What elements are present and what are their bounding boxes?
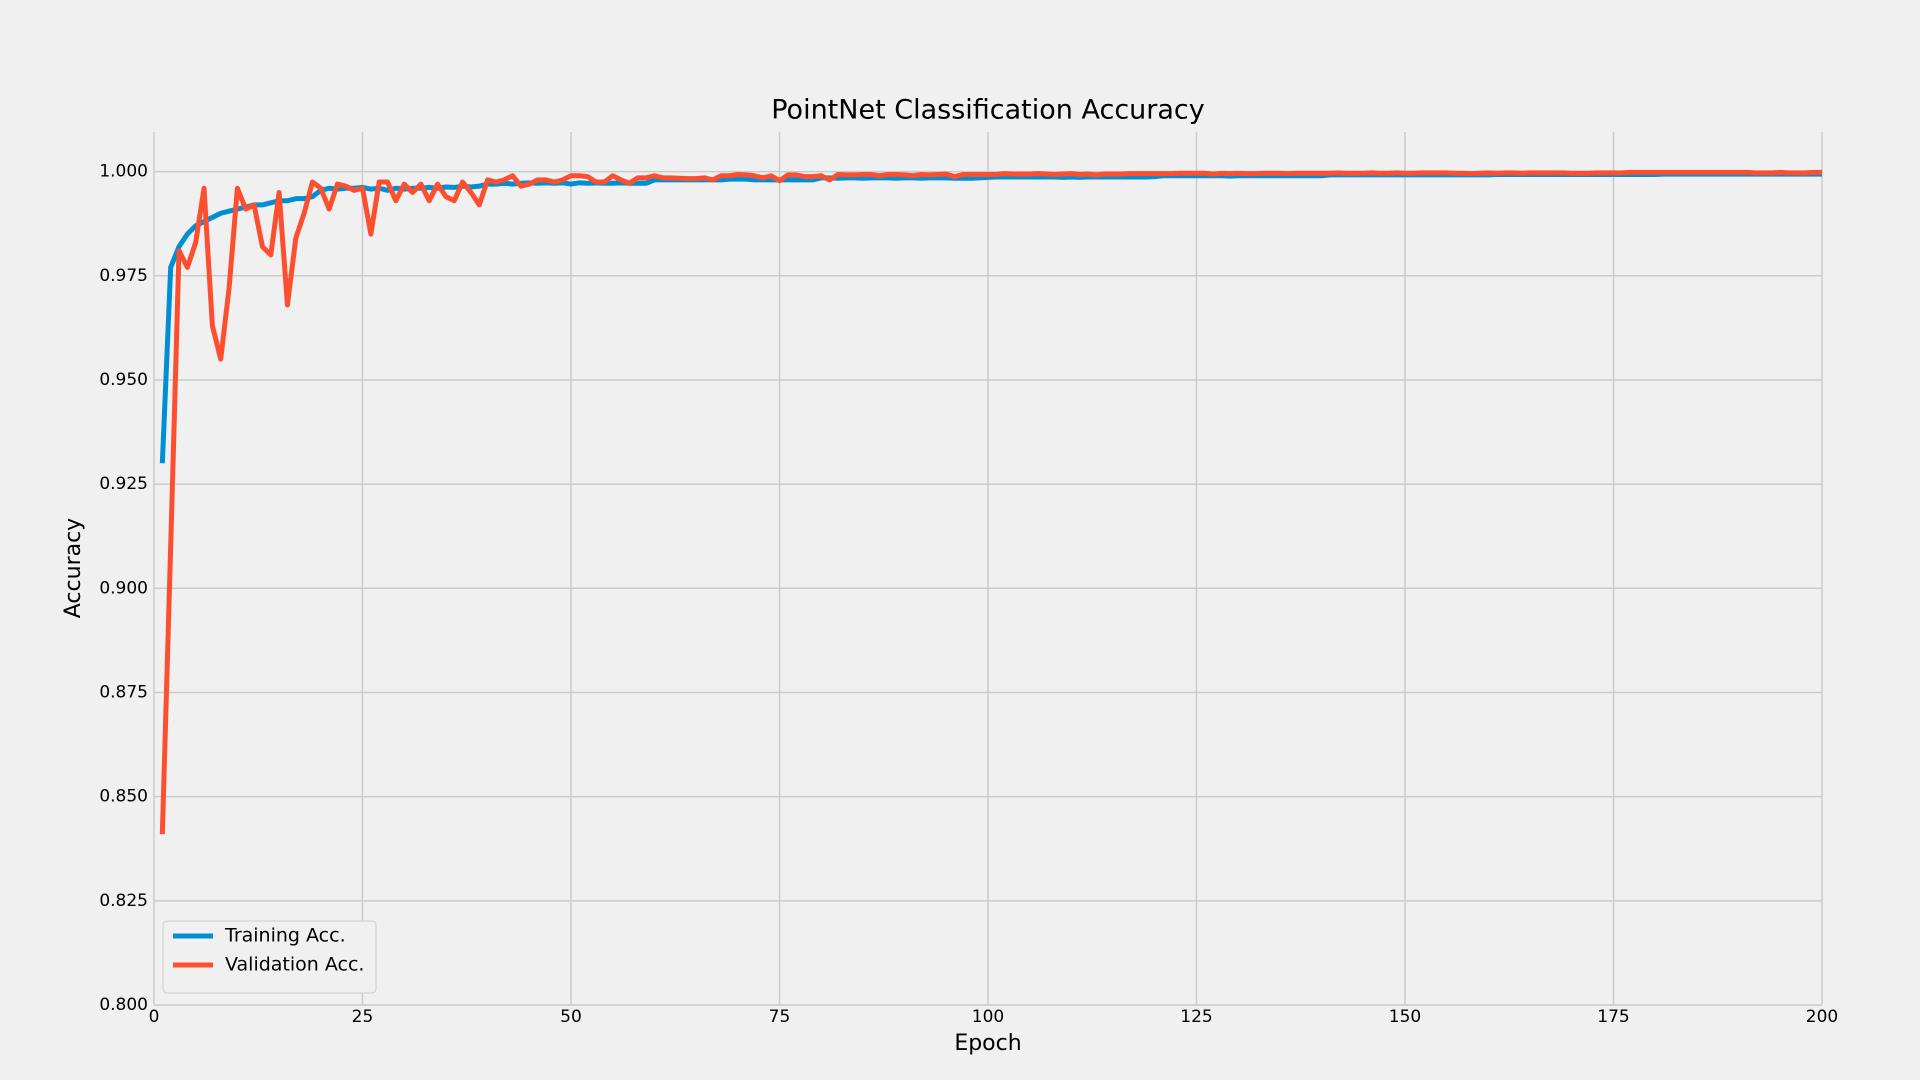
y-tick-label: 1.000 xyxy=(99,162,148,182)
x-axis-label: Epoch xyxy=(954,1031,1021,1056)
y-tick-label: 0.800 xyxy=(99,995,148,1015)
x-tick-label: 200 xyxy=(1806,1007,1838,1027)
x-tick-label: 0 xyxy=(149,1007,160,1027)
x-tick-label: 175 xyxy=(1597,1007,1629,1027)
y-tick-label: 0.825 xyxy=(99,891,148,911)
y-tick-label: 0.950 xyxy=(99,370,148,390)
legend-box xyxy=(162,920,377,994)
y-tick-label: 0.975 xyxy=(99,266,148,286)
y-axis-label: Accuracy xyxy=(61,518,86,618)
series-line xyxy=(159,169,1822,835)
grid xyxy=(153,132,1823,1006)
y-tick-label: 0.925 xyxy=(99,474,148,494)
x-tick-label: 100 xyxy=(972,1007,1004,1027)
y-tick-label: 0.875 xyxy=(99,682,148,702)
plot-lines xyxy=(159,169,1822,835)
legend-label: Validation Acc. xyxy=(225,954,364,976)
x-tick-label: 50 xyxy=(560,1007,582,1027)
chart-title: PointNet Classification Accuracy xyxy=(771,95,1205,126)
legend-label: Training Acc. xyxy=(224,925,346,947)
x-tick-label: 75 xyxy=(769,1007,791,1027)
x-tick-label: 25 xyxy=(352,1007,374,1027)
x-tick-label: 150 xyxy=(1389,1007,1421,1027)
y-tick-label: 0.850 xyxy=(99,787,148,807)
x-tick-label: 125 xyxy=(1180,1007,1212,1027)
y-tick-label: 0.900 xyxy=(99,578,148,598)
labels: 0 25 50 75 100 125 150 175 200 0.800 0.825 0.850 0.8… xyxy=(99,162,1838,1027)
legend: Training Acc. Validation Acc. xyxy=(162,920,377,994)
